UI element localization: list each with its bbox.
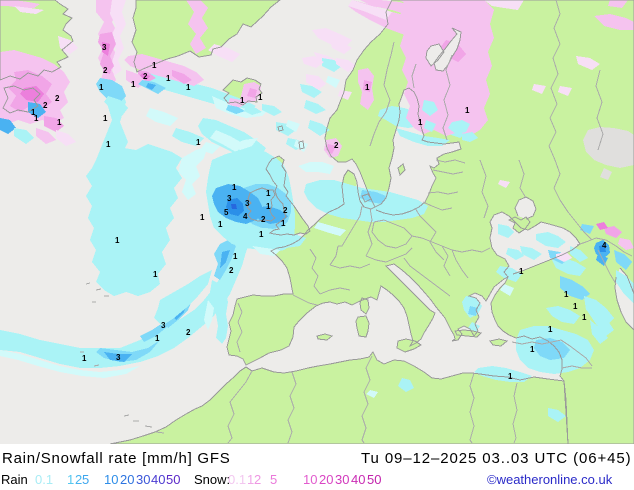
svg-text:1: 1	[152, 61, 157, 70]
svg-text:4: 4	[243, 212, 248, 221]
svg-text:1: 1	[57, 118, 62, 127]
svg-text:3: 3	[227, 194, 232, 203]
svg-text:1: 1	[564, 290, 569, 299]
svg-text:2: 2	[43, 101, 48, 110]
svg-text:1: 1	[266, 189, 271, 198]
svg-text:1: 1	[166, 74, 171, 83]
svg-text:1: 1	[582, 313, 587, 322]
svg-text:1: 1	[106, 140, 111, 149]
svg-text:1: 1	[530, 345, 535, 354]
svg-text:2: 2	[283, 206, 288, 215]
svg-text:2: 2	[229, 266, 234, 275]
svg-text:1: 1	[240, 96, 245, 105]
svg-text:1: 1	[508, 372, 513, 381]
svg-text:2: 2	[55, 94, 60, 103]
svg-text:2: 2	[261, 215, 266, 224]
svg-text:1: 1	[418, 118, 423, 127]
svg-text:1: 1	[200, 213, 205, 222]
svg-text:1: 1	[153, 270, 158, 279]
svg-text:2: 2	[334, 141, 339, 150]
svg-text:2: 2	[186, 328, 191, 337]
svg-text:1: 1	[519, 267, 524, 276]
svg-text:1: 1	[196, 138, 201, 147]
svg-text:1: 1	[548, 325, 553, 334]
svg-text:1: 1	[155, 334, 160, 343]
svg-text:3: 3	[161, 321, 166, 330]
svg-text:1: 1	[266, 202, 271, 211]
svg-text:1: 1	[218, 220, 223, 229]
svg-text:2: 2	[103, 66, 108, 75]
svg-text:1: 1	[232, 183, 237, 192]
svg-text:4: 4	[602, 241, 607, 250]
svg-text:1: 1	[258, 93, 263, 102]
svg-text:5: 5	[224, 208, 229, 217]
svg-text:1: 1	[465, 106, 470, 115]
svg-text:1: 1	[103, 114, 108, 123]
svg-text:1: 1	[233, 252, 238, 261]
svg-text:1: 1	[573, 302, 578, 311]
svg-text:1: 1	[131, 80, 136, 89]
svg-text:1: 1	[281, 219, 286, 228]
svg-text:1: 1	[365, 83, 370, 92]
svg-text:1: 1	[34, 114, 39, 123]
svg-text:1: 1	[186, 83, 191, 92]
svg-text:3: 3	[102, 43, 107, 52]
svg-text:3: 3	[116, 353, 121, 362]
svg-text:1: 1	[31, 108, 36, 117]
svg-text:1: 1	[82, 354, 87, 363]
svg-text:1: 1	[115, 236, 120, 245]
svg-text:1: 1	[259, 230, 264, 239]
svg-text:3: 3	[245, 199, 250, 208]
svg-text:1: 1	[99, 83, 104, 92]
svg-text:2: 2	[143, 72, 148, 81]
